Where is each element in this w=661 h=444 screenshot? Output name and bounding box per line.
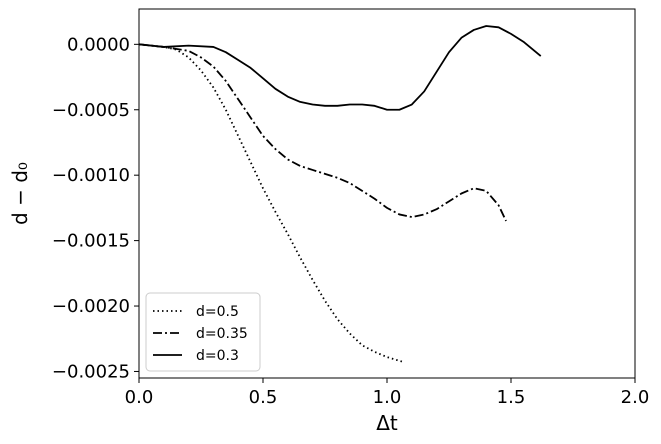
y-axis: 0.0000 −0.0005 −0.0010 −0.0015 −0.0020 −0.002… — [52, 34, 139, 382]
y-tick-label: −0.0015 — [52, 231, 130, 252]
legend-label-0: d=0.5 — [196, 304, 239, 320]
x-tick-label: 1.5 — [497, 387, 526, 408]
x-axis-label: Δt — [376, 411, 398, 435]
legend-box — [145, 292, 261, 372]
series-line-2 — [138, 25, 542, 111]
legend: d=0.5 d=0.35 d=0.3 — [145, 292, 261, 372]
series-line-1 — [138, 43, 507, 222]
y-tick-label: −0.0020 — [52, 296, 130, 317]
x-tick-label: 1.0 — [373, 387, 402, 408]
x-tick-label: 0.5 — [249, 387, 278, 408]
y-tick-label: −0.0025 — [52, 361, 130, 382]
y-tick-label: 0.0000 — [67, 34, 130, 55]
x-axis: 0.0 0.5 1.0 1.5 2.0 — [125, 378, 650, 408]
y-tick-label: −0.0010 — [52, 165, 130, 186]
plot-area — [138, 25, 542, 364]
x-tick-label: 0.0 — [125, 387, 154, 408]
x-tick-label: 2.0 — [621, 387, 650, 408]
y-tick-label: −0.0005 — [52, 100, 130, 121]
series-line-0 — [138, 43, 405, 364]
y-axis-label: d − d₀ — [8, 162, 32, 225]
legend-label-2: d=0.3 — [196, 348, 239, 364]
legend-label-1: d=0.35 — [196, 326, 248, 342]
